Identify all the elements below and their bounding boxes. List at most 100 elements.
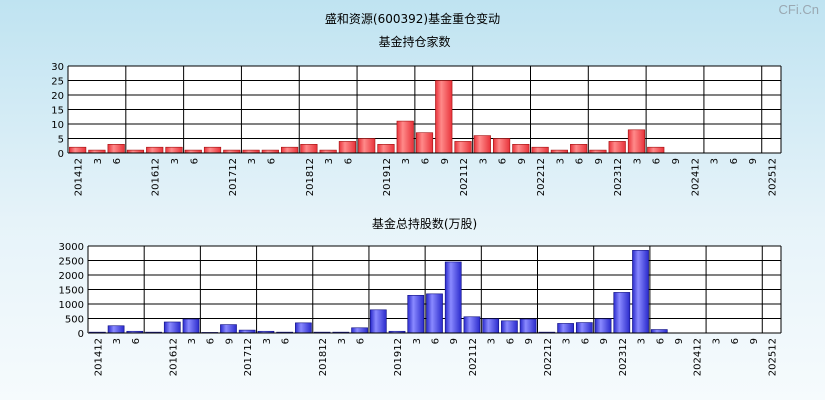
y-tick-label: 1000 — [59, 300, 84, 311]
x-tick-label: 6 — [431, 338, 442, 344]
y-tick-label: 0 — [78, 329, 84, 340]
bar — [163, 321, 181, 334]
x-tick-label: 6 — [655, 338, 666, 344]
bar — [463, 316, 481, 334]
x-tick-label: 6 — [575, 158, 586, 164]
x-tick-label: 3 — [555, 158, 566, 164]
x-tick-label: 3 — [478, 158, 489, 164]
x-tick-label: 9 — [224, 338, 235, 344]
x-tick-label: 6 — [206, 338, 217, 344]
x-tick-label: 9 — [517, 158, 528, 164]
y-tick-label: 0 — [58, 149, 64, 160]
x-tick-label: 3 — [112, 338, 123, 344]
x-tick-label: 201612 — [168, 338, 179, 376]
bar — [570, 144, 588, 154]
x-tick-label: 3 — [324, 158, 335, 164]
bar — [435, 80, 453, 154]
bar — [377, 144, 395, 154]
bar — [519, 318, 537, 334]
bar — [407, 294, 425, 334]
y-tick-label: 20 — [51, 91, 64, 102]
bar — [608, 141, 626, 154]
x-tick-label: 202112 — [468, 338, 479, 376]
bar — [165, 146, 183, 154]
x-tick-label: 202212 — [536, 158, 547, 196]
chart-title: 基金总持股数(万股) — [372, 216, 477, 231]
bar — [650, 329, 668, 334]
x-tick-label: 202312 — [618, 338, 629, 376]
bar — [415, 132, 434, 154]
y-tick-label: 15 — [51, 106, 64, 117]
x-tick-label: 3 — [170, 158, 181, 164]
bar — [295, 322, 312, 334]
x-tick-label: 6 — [356, 338, 367, 344]
x-tick-label: 9 — [749, 338, 760, 344]
x-tick-label: 6 — [421, 158, 432, 164]
x-tick-label: 201412 — [74, 158, 85, 196]
x-tick-label: 6 — [281, 338, 292, 344]
x-tick-label: 3 — [562, 338, 573, 344]
x-tick-label: 3 — [487, 338, 498, 344]
x-tick-label: 9 — [671, 158, 682, 164]
x-tick-label: 202512 — [767, 158, 778, 196]
bar — [300, 144, 318, 154]
bar — [473, 135, 491, 154]
x-tick-label: 3 — [93, 158, 104, 164]
x-tick-label: 6 — [729, 158, 740, 164]
x-tick-label: 3 — [247, 158, 258, 164]
page-title: 盛和资源(600392)基金重仓变动 — [324, 12, 501, 26]
x-tick-label: 201712 — [228, 158, 239, 196]
y-tick-label: 5 — [58, 135, 64, 146]
x-tick-label: 202412 — [690, 158, 701, 196]
bar — [647, 146, 665, 154]
x-tick-label: 6 — [343, 158, 354, 164]
x-tick-label: 202512 — [768, 338, 779, 376]
bar — [358, 138, 376, 154]
x-tick-label: 6 — [580, 338, 591, 344]
y-tick-label: 3000 — [59, 242, 84, 253]
x-tick-label: 9 — [440, 158, 451, 164]
bar — [338, 141, 357, 154]
bar — [426, 293, 443, 334]
bar — [444, 261, 462, 334]
watermark: CFi.Cn — [778, 2, 819, 17]
x-tick-label: 202212 — [543, 338, 554, 376]
x-tick-label: 9 — [594, 158, 605, 164]
x-tick-label: 6 — [652, 158, 663, 164]
bar — [557, 323, 574, 334]
x-tick-label: 6 — [266, 158, 277, 164]
bar — [594, 318, 612, 334]
x-tick-label: 9 — [748, 158, 759, 164]
x-tick-label: 9 — [599, 338, 610, 344]
x-tick-label: 6 — [730, 338, 741, 344]
bar — [501, 320, 518, 334]
bar — [203, 146, 222, 154]
bar — [531, 146, 549, 154]
x-tick-label: 3 — [412, 338, 423, 344]
bar — [281, 146, 299, 154]
bar — [182, 318, 200, 334]
x-tick-label: 3 — [262, 338, 273, 344]
x-tick-label: 201712 — [243, 338, 254, 376]
bar — [632, 250, 649, 334]
x-tick-label: 3 — [710, 158, 721, 164]
x-tick-label: 6 — [112, 158, 123, 164]
x-tick-label: 3 — [337, 338, 348, 344]
y-tick-label: 10 — [51, 120, 64, 131]
y-tick-label: 1500 — [59, 286, 84, 297]
x-tick-label: 6 — [498, 158, 509, 164]
bar — [396, 120, 414, 154]
y-tick-label: 500 — [65, 315, 84, 326]
bar — [613, 292, 631, 334]
x-tick-label: 6 — [505, 338, 516, 344]
bar — [351, 327, 368, 334]
x-tick-label: 3 — [711, 338, 722, 344]
bar — [69, 146, 87, 154]
chart-title: 基金持仓家数 — [378, 34, 450, 49]
y-tick-label: 25 — [51, 77, 64, 88]
bar — [220, 324, 237, 334]
x-tick-label: 202312 — [613, 158, 624, 196]
bar — [454, 141, 472, 154]
x-tick-label: 201812 — [318, 338, 329, 376]
